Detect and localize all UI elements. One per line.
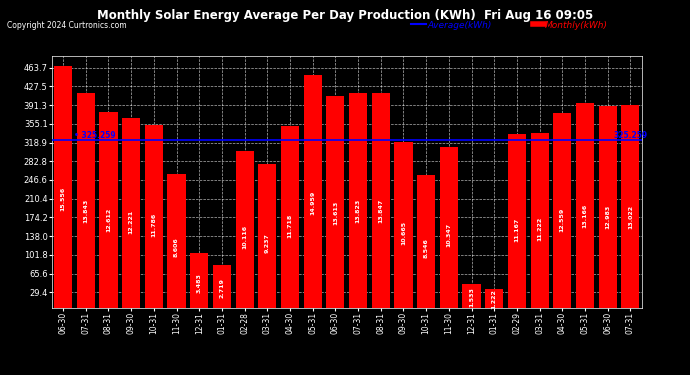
- Text: 13.166: 13.166: [582, 203, 587, 228]
- Bar: [213, 265, 231, 308]
- Text: 2.719: 2.719: [219, 279, 224, 298]
- Text: 11.718: 11.718: [288, 213, 293, 238]
- Text: 13.823: 13.823: [355, 199, 361, 223]
- Bar: [531, 134, 549, 308]
- Bar: [462, 284, 481, 308]
- Text: 15.556: 15.556: [61, 187, 66, 211]
- Text: Monthly(kWh): Monthly(kWh): [545, 21, 608, 30]
- Text: • 325.259: • 325.259: [75, 131, 116, 140]
- Text: 1.222: 1.222: [492, 289, 497, 309]
- Text: Copyright 2024 Curtronics.com: Copyright 2024 Curtronics.com: [7, 21, 126, 30]
- Bar: [99, 112, 117, 308]
- Text: 3.483: 3.483: [197, 273, 201, 293]
- Text: 11.786: 11.786: [151, 213, 157, 237]
- Text: 12.612: 12.612: [106, 207, 111, 231]
- Text: 12.559: 12.559: [560, 208, 565, 232]
- Text: 12.983: 12.983: [605, 205, 610, 229]
- Text: 11.222: 11.222: [537, 217, 542, 241]
- Bar: [599, 106, 617, 307]
- Bar: [326, 96, 344, 308]
- Text: 12.221: 12.221: [128, 210, 134, 234]
- Bar: [485, 288, 503, 308]
- Text: 8.606: 8.606: [174, 237, 179, 257]
- Text: 10.347: 10.347: [446, 223, 451, 247]
- Bar: [417, 175, 435, 308]
- Text: 14.959: 14.959: [310, 191, 315, 215]
- Bar: [349, 93, 367, 308]
- Text: 13.022: 13.022: [628, 204, 633, 229]
- Bar: [122, 118, 140, 308]
- Text: 10.665: 10.665: [401, 221, 406, 245]
- Bar: [553, 112, 571, 308]
- Bar: [258, 164, 277, 308]
- Text: 1.533: 1.533: [469, 287, 474, 307]
- Bar: [235, 150, 254, 308]
- Bar: [440, 147, 458, 308]
- Bar: [77, 93, 95, 308]
- Bar: [145, 124, 163, 308]
- Text: 13.613: 13.613: [333, 200, 338, 225]
- Text: 325.259: 325.259: [613, 131, 647, 140]
- Bar: [281, 126, 299, 308]
- Text: Monthly Solar Energy Average Per Day Production (KWh)  Fri Aug 16 09:05: Monthly Solar Energy Average Per Day Pro…: [97, 9, 593, 22]
- Text: 9.237: 9.237: [265, 233, 270, 253]
- Text: 10.116: 10.116: [242, 225, 247, 249]
- Bar: [576, 103, 594, 308]
- Text: 11.167: 11.167: [515, 217, 520, 242]
- Bar: [168, 174, 186, 308]
- Bar: [54, 66, 72, 308]
- Text: 13.847: 13.847: [378, 199, 383, 223]
- Bar: [190, 254, 208, 308]
- Bar: [395, 142, 413, 308]
- Bar: [621, 105, 640, 308]
- Text: 13.843: 13.843: [83, 199, 88, 223]
- Text: Average(kWh): Average(kWh): [428, 21, 492, 30]
- Bar: [304, 75, 322, 308]
- Bar: [372, 93, 390, 308]
- Bar: [508, 134, 526, 308]
- Text: 8.546: 8.546: [424, 238, 428, 258]
